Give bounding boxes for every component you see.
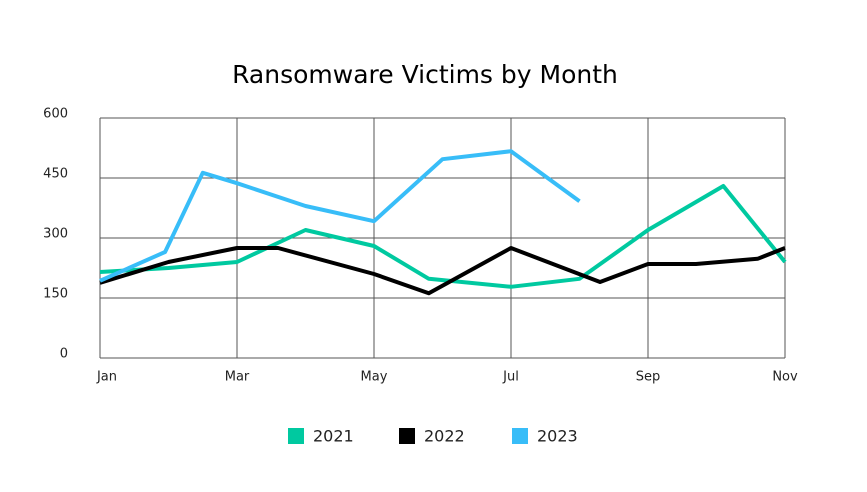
line xyxy=(99,184,787,289)
legend-swatch xyxy=(512,428,528,444)
y-tick-label: 300 xyxy=(43,227,68,242)
line xyxy=(99,149,581,283)
legend-swatch xyxy=(288,428,304,444)
legend-swatch xyxy=(399,428,415,444)
y-tick-label: 150 xyxy=(43,287,68,302)
line xyxy=(99,246,786,296)
x-tick-label: Jul xyxy=(502,370,519,385)
x-tick-label: Sep xyxy=(636,370,661,385)
x-tick-label: Nov xyxy=(772,370,798,385)
x-tick-label: Mar xyxy=(225,370,250,385)
chart-title: Ransomware Victims by Month xyxy=(232,60,618,89)
x-tick-label: Jan xyxy=(96,370,117,385)
legend-label: 2023 xyxy=(537,427,578,446)
legend-label: 2021 xyxy=(313,427,354,446)
y-tick-label: 0 xyxy=(60,347,68,362)
legend-label: 2022 xyxy=(424,427,465,446)
x-tick-label: May xyxy=(361,370,388,385)
y-tick-label: 450 xyxy=(43,167,68,182)
y-tick-label: 600 xyxy=(43,107,68,122)
